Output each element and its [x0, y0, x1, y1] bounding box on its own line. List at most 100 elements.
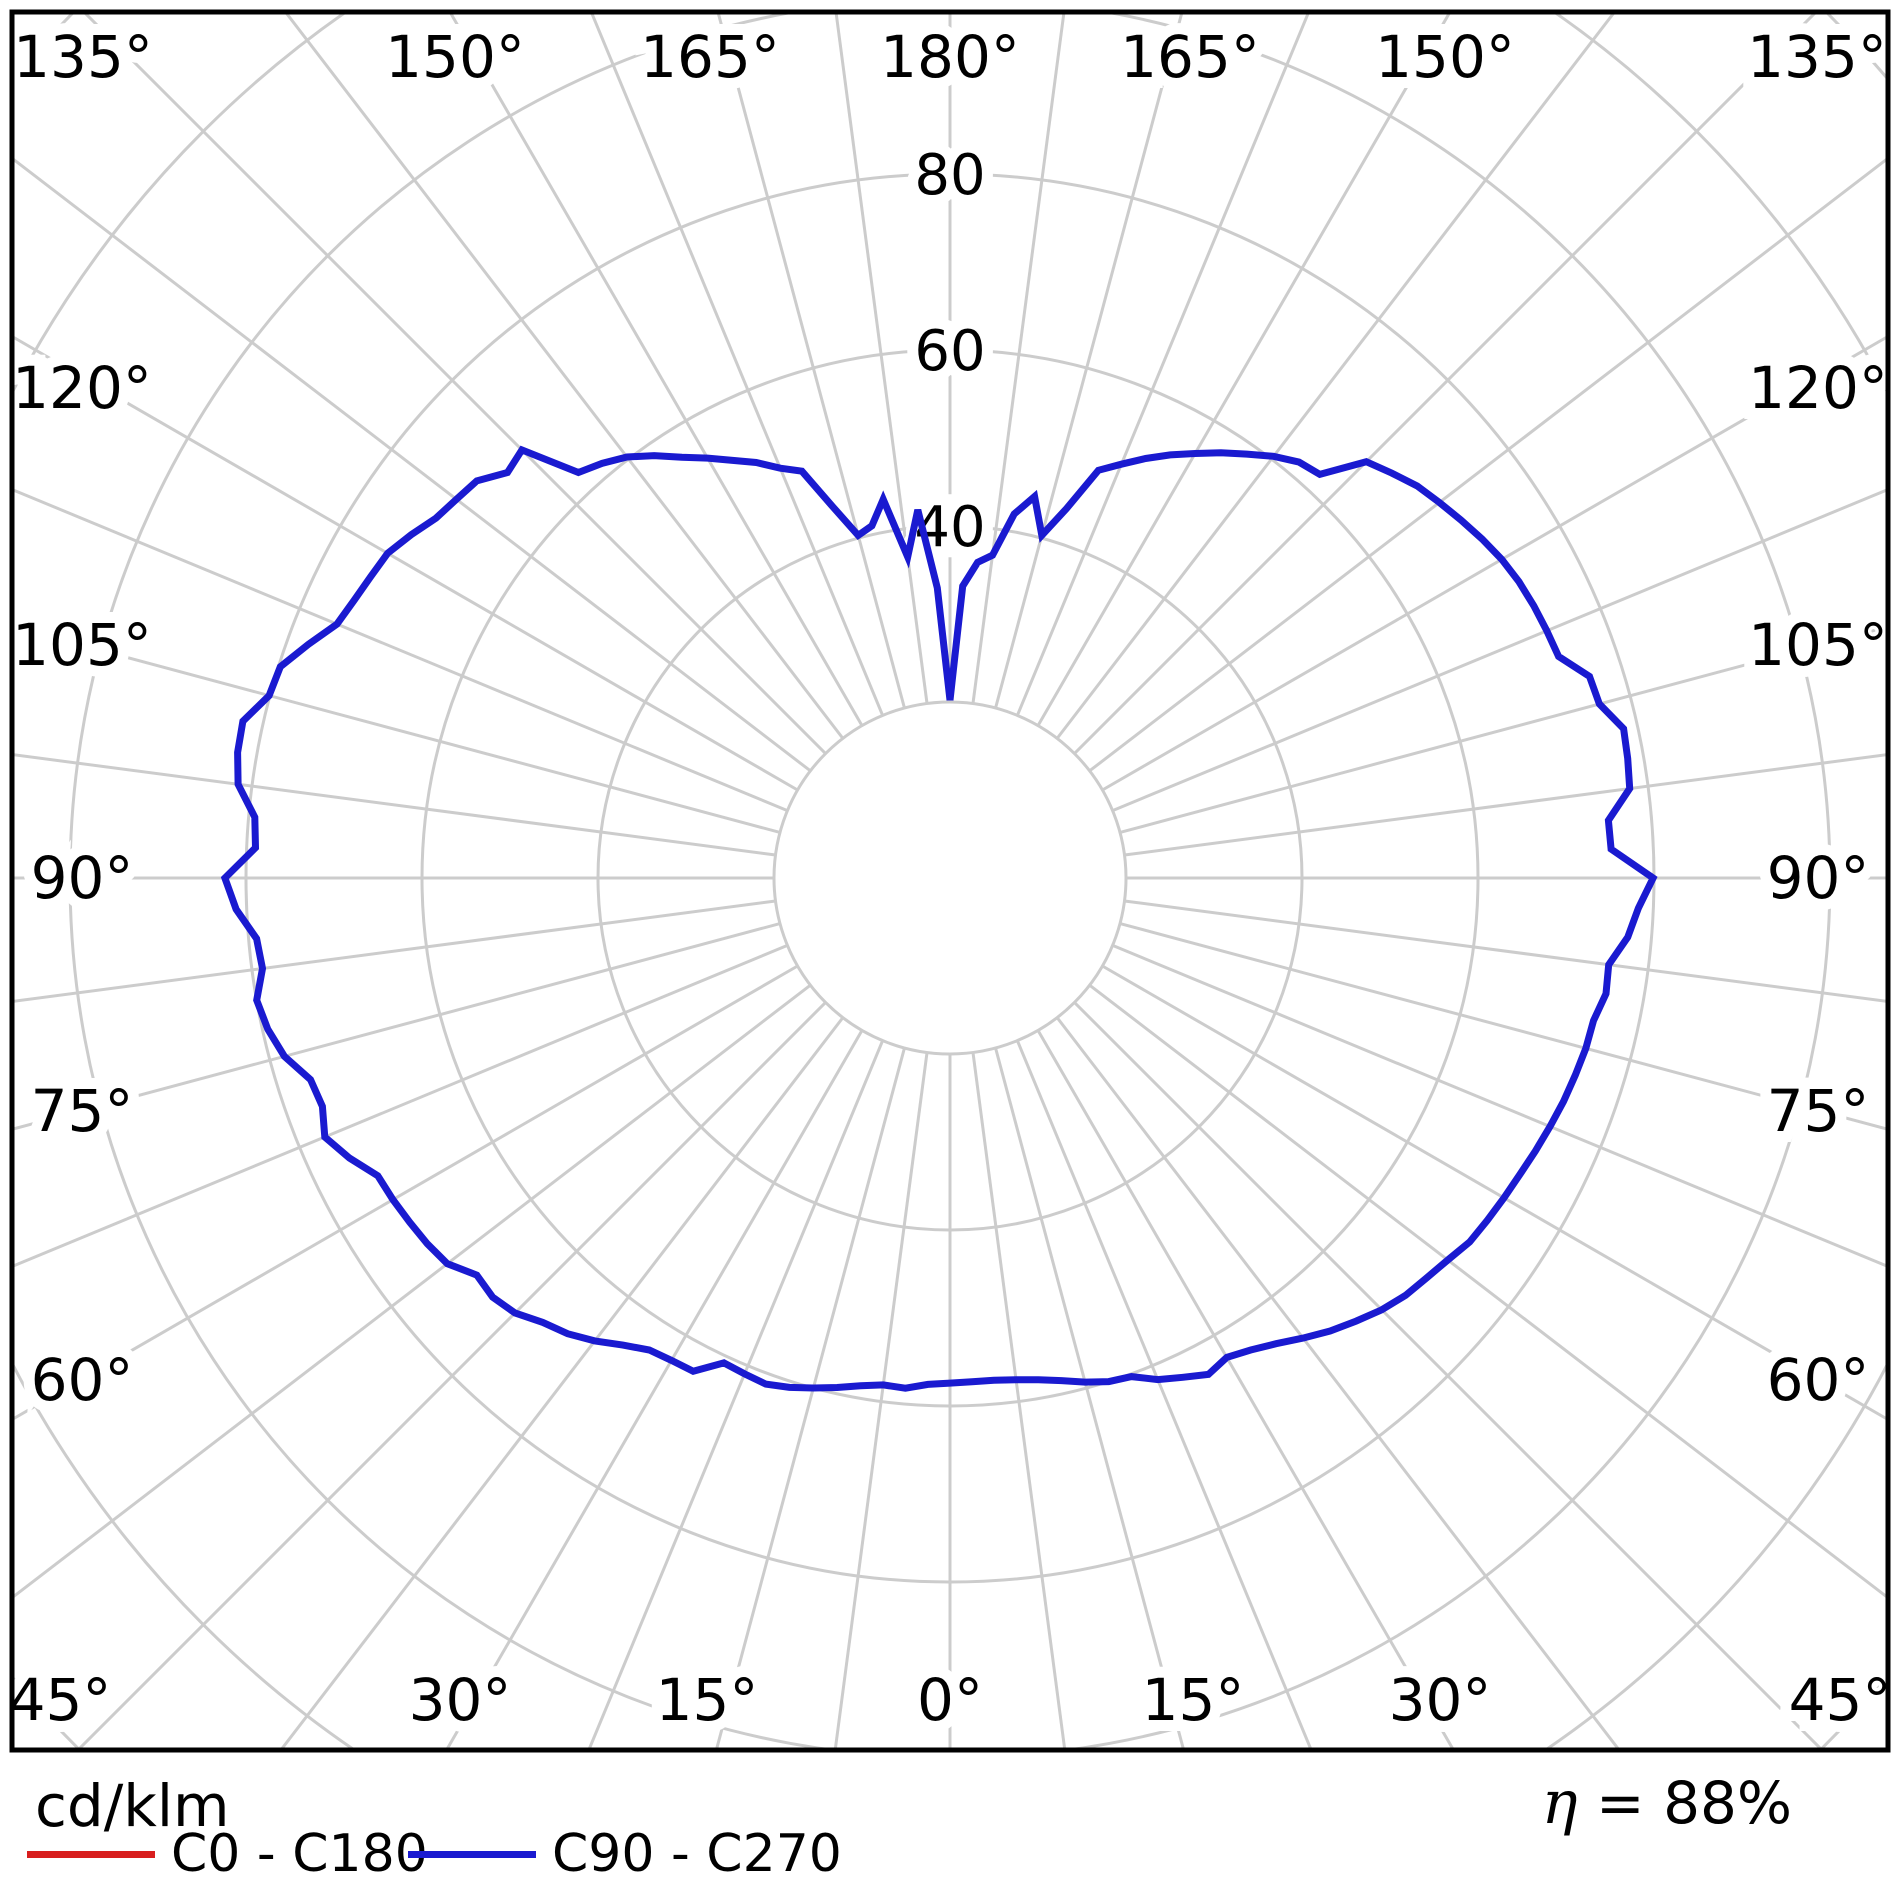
legend-item-c90-c270: C90 - C270 — [408, 1824, 842, 1884]
grid-ray — [994, 12, 1184, 709]
grid-ray — [12, 625, 781, 834]
axis-unit-label: cd/klm — [35, 1772, 230, 1840]
angle-label: 180° — [880, 23, 1020, 91]
angle-label: 0° — [917, 1666, 983, 1734]
label-halo: 165° — [1120, 23, 1260, 91]
angle-label: 105° — [1748, 611, 1888, 679]
label-halo: 90° — [31, 844, 134, 912]
grid-ray — [1088, 983, 1888, 1600]
grid-ray — [12, 487, 788, 813]
grid-circle — [772, 700, 1128, 1056]
grid-ray — [283, 12, 845, 740]
grid-ray — [1119, 922, 1888, 1131]
grid-ray — [1124, 899, 1888, 1004]
label-halo: 60 — [914, 319, 985, 384]
grid-ray — [1036, 1029, 1456, 1750]
label-halo: 165° — [640, 23, 780, 91]
grid-ray — [1015, 12, 1311, 716]
label-halo: 120° — [12, 354, 152, 422]
grid-ray — [75, 1001, 827, 1750]
label-halo: 105° — [12, 611, 152, 679]
legend-swatch-c0-icon — [27, 1850, 155, 1858]
radial-tick-label: 80 — [914, 143, 985, 208]
angle-label: 120° — [1748, 354, 1888, 422]
label-halo: 75° — [1767, 1077, 1870, 1145]
grid-ray — [716, 12, 906, 709]
angle-label: 90° — [1767, 844, 1870, 912]
label-halo: 150° — [385, 23, 525, 91]
label-halo: 135° — [1747, 23, 1887, 91]
angle-label: 75° — [31, 1077, 134, 1145]
grid-ray — [12, 983, 812, 1600]
angle-label: 105° — [12, 611, 152, 679]
label-halo: 40 — [914, 495, 985, 560]
label-halo: 135° — [13, 23, 153, 91]
grid-ray — [833, 1052, 929, 1750]
angle-label: 30° — [409, 1666, 512, 1734]
grid-ray — [714, 1047, 906, 1750]
grid-ray — [1101, 964, 1888, 1422]
grid-ray — [589, 12, 885, 716]
legend-label-c90: C90 - C270 — [552, 1824, 842, 1884]
grid-ray — [1055, 12, 1617, 740]
grid-ray — [1055, 1016, 1621, 1750]
label-halo: 30° — [409, 1666, 512, 1734]
grid-ray — [12, 752, 776, 857]
label-halo: 105° — [1748, 611, 1888, 679]
eta-symbol: η — [1541, 1768, 1578, 1838]
efficiency-value: η = 88% — [1542, 1768, 1792, 1838]
legend-swatch-c90-icon — [408, 1850, 536, 1858]
grid-ray — [12, 334, 799, 792]
grid-ray — [1119, 625, 1888, 834]
grid-ray — [12, 943, 788, 1269]
label-halo: 120° — [1748, 354, 1888, 422]
grid-ray — [1112, 943, 1888, 1269]
grid-ray — [994, 1047, 1186, 1750]
eta-value: = 88% — [1577, 1769, 1792, 1837]
grid-ray — [1112, 487, 1888, 813]
label-halo: 15° — [1142, 1666, 1245, 1734]
grid-ray — [12, 964, 799, 1422]
label-halo: 45° — [1789, 1666, 1892, 1734]
grid-ray — [971, 12, 1066, 704]
grid-ray — [279, 1016, 845, 1750]
grid-ray — [12, 156, 812, 773]
angle-labels: 135°135° 150°150° 165°165° 180°180° 165°165°… — [0, 12, 1900, 1745]
angle-label: 150° — [385, 23, 525, 91]
grid-ray — [12, 922, 781, 1131]
plot-frame — [9, 9, 1891, 1753]
angle-label: 120° — [12, 354, 152, 422]
angle-label: 135° — [1747, 23, 1887, 91]
label-halo: 60° — [1767, 1346, 1870, 1414]
grid-ray — [587, 1040, 885, 1750]
angle-label: 150° — [1375, 23, 1515, 91]
label-halo: 75° — [31, 1077, 134, 1145]
grid-ray — [1073, 1001, 1825, 1750]
angle-label: 60° — [31, 1346, 134, 1414]
angle-label: 165° — [1120, 23, 1260, 91]
label-halo: 45° — [9, 1666, 112, 1734]
grid-ray — [81, 12, 827, 755]
label-halo: 150° — [1375, 23, 1515, 91]
angle-label: 30° — [1389, 1666, 1492, 1734]
grid-ray — [12, 899, 776, 1004]
label-halo: 15° — [656, 1666, 759, 1734]
grid-ray — [1101, 334, 1888, 792]
grid-ray — [1073, 12, 1819, 755]
label-halo: 90° — [1767, 844, 1870, 912]
angle-label: 15° — [1142, 1666, 1245, 1734]
angle-label: 15° — [656, 1666, 759, 1734]
label-halo: 60° — [31, 1346, 134, 1414]
legend-label-c0: C0 - C180 — [171, 1824, 428, 1884]
grid-ray — [1124, 752, 1888, 857]
angle-label: 45° — [1789, 1666, 1892, 1734]
angle-label: 135° — [13, 23, 153, 91]
angle-label: 45° — [9, 1666, 112, 1734]
grid-ray — [1036, 12, 1452, 727]
legend-item-c0-c180: C0 - C180 — [27, 1824, 428, 1884]
label-halo: 80 — [914, 143, 985, 208]
angle-label: 75° — [1767, 1077, 1870, 1145]
